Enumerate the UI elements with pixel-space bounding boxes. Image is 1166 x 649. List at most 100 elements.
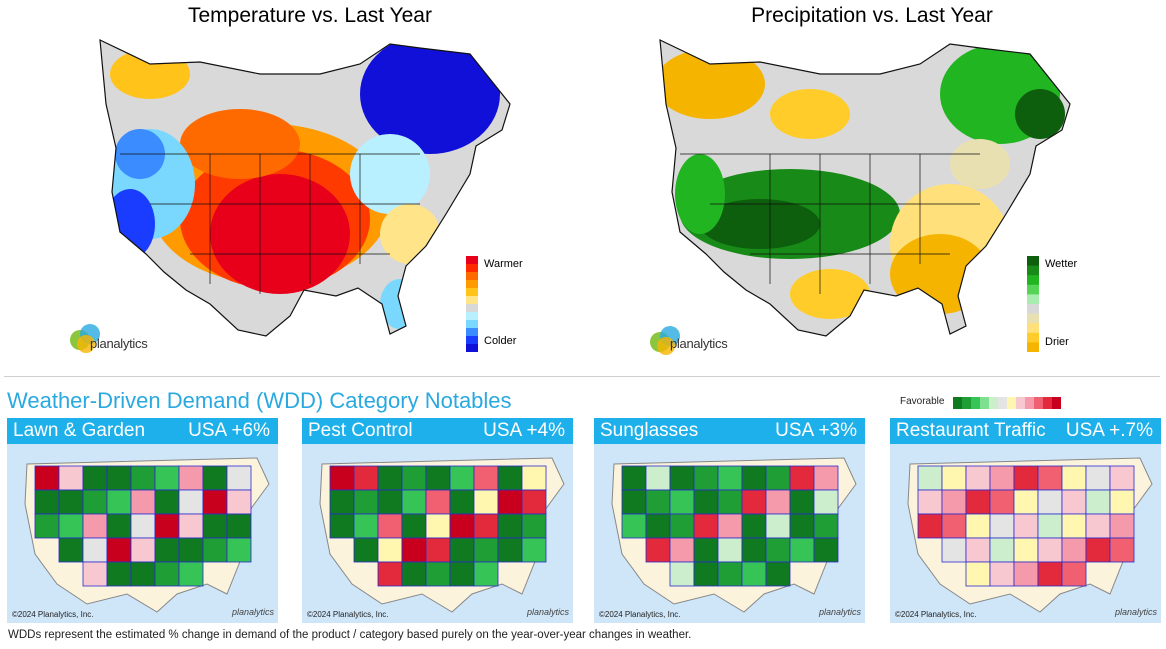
scale-swatch — [1007, 397, 1016, 409]
state-region — [154, 465, 180, 491]
state-region — [1085, 513, 1111, 539]
state-region — [789, 489, 815, 515]
state-region — [765, 537, 791, 563]
state-region — [473, 561, 499, 587]
panel-copyright: ©2024 Planalytics, Inc. — [599, 610, 681, 619]
favorable-scale-label: Favorable — [900, 396, 945, 407]
state-region — [1037, 489, 1063, 515]
panel-logo: planalytics — [818, 607, 861, 617]
state-region — [789, 465, 815, 491]
state-region — [521, 537, 547, 563]
state-region — [178, 489, 204, 515]
state-region — [717, 489, 743, 515]
usa-state-map — [907, 457, 1153, 613]
state-region — [1085, 465, 1111, 491]
scale-swatch — [1025, 397, 1034, 409]
state-region — [130, 513, 156, 539]
state-region — [425, 513, 451, 539]
state-region — [473, 513, 499, 539]
state-region — [449, 537, 475, 563]
legend-swatch — [1027, 284, 1039, 295]
state-region — [154, 513, 180, 539]
state-region — [813, 513, 839, 539]
panel-value: USA +4% — [483, 420, 565, 441]
state-region — [130, 537, 156, 563]
state-region — [401, 489, 427, 515]
state-region — [401, 513, 427, 539]
state-region — [989, 489, 1015, 515]
state-region — [106, 561, 132, 587]
state-region — [965, 537, 991, 563]
legend-swatch — [1027, 294, 1039, 305]
panel-value: USA +3% — [775, 420, 857, 441]
state-region — [621, 465, 647, 491]
state-region — [377, 561, 403, 587]
state-region — [917, 513, 943, 539]
state-region — [473, 537, 499, 563]
legend-swatch — [466, 288, 478, 297]
scale-swatch — [1034, 397, 1043, 409]
state-region — [1037, 513, 1063, 539]
state-region — [178, 537, 204, 563]
panel-logo: planalytics — [526, 607, 569, 617]
usa-state-map — [24, 457, 270, 613]
panel-category: Lawn & Garden — [13, 420, 146, 441]
state-region — [813, 537, 839, 563]
state-region — [717, 537, 743, 563]
state-region — [693, 465, 719, 491]
state-region — [1013, 513, 1039, 539]
state-region — [425, 489, 451, 515]
state-region — [989, 537, 1015, 563]
state-region — [473, 465, 499, 491]
state-region — [34, 513, 60, 539]
state-region — [58, 513, 84, 539]
legend-swatch — [466, 272, 478, 281]
state-region — [202, 537, 228, 563]
state-region — [1061, 561, 1087, 587]
state-region — [521, 465, 547, 491]
state-region — [226, 489, 252, 515]
temperature-map-title: Temperature vs. Last Year — [188, 4, 432, 27]
state-region — [58, 465, 84, 491]
state-region — [329, 465, 355, 491]
scale-swatch — [980, 397, 989, 409]
state-region — [1109, 465, 1135, 491]
state-region — [941, 537, 967, 563]
panel-value: USA +6% — [188, 420, 270, 441]
scale-swatch — [989, 397, 998, 409]
wdd-panel-lawn-garden: Lawn & Garden USA +6% ©2024 Planalytics,… — [7, 418, 278, 623]
temperature-legend-colder: Colder — [484, 335, 517, 347]
legend-swatch — [1027, 265, 1039, 276]
state-region — [693, 561, 719, 587]
state-region — [1085, 489, 1111, 515]
state-region — [1061, 489, 1087, 515]
scale-swatch — [1016, 397, 1025, 409]
scale-swatch — [998, 397, 1007, 409]
state-region — [965, 465, 991, 491]
state-region — [449, 465, 475, 491]
wdd-section-title: Weather-Driven Demand (WDD) Category Not… — [7, 388, 512, 413]
state-region — [965, 489, 991, 515]
panel-logo: planalytics — [231, 607, 274, 617]
precipitation-legend-wetter: Wetter — [1045, 258, 1078, 270]
state-region — [82, 561, 108, 587]
planalytics-logo-icon — [70, 324, 100, 353]
state-region — [178, 465, 204, 491]
state-region — [425, 561, 451, 587]
state-region — [130, 465, 156, 491]
panel-header: Pest Control USA +4% — [302, 418, 573, 444]
state-region — [1085, 537, 1111, 563]
usa-state-map — [611, 457, 857, 613]
panel-header: Restaurant Traffic USA +.7% — [890, 418, 1161, 444]
temperature-legend — [466, 256, 480, 357]
panel-value: USA +.7% — [1065, 420, 1153, 441]
state-region — [202, 489, 228, 515]
state-region — [1061, 537, 1087, 563]
state-region — [425, 537, 451, 563]
legend-swatch — [466, 336, 478, 345]
state-region — [353, 537, 379, 563]
state-region — [717, 465, 743, 491]
panel-copyright: ©2024 Planalytics, Inc. — [307, 610, 389, 619]
state-region — [202, 465, 228, 491]
legend-swatch — [466, 312, 478, 321]
